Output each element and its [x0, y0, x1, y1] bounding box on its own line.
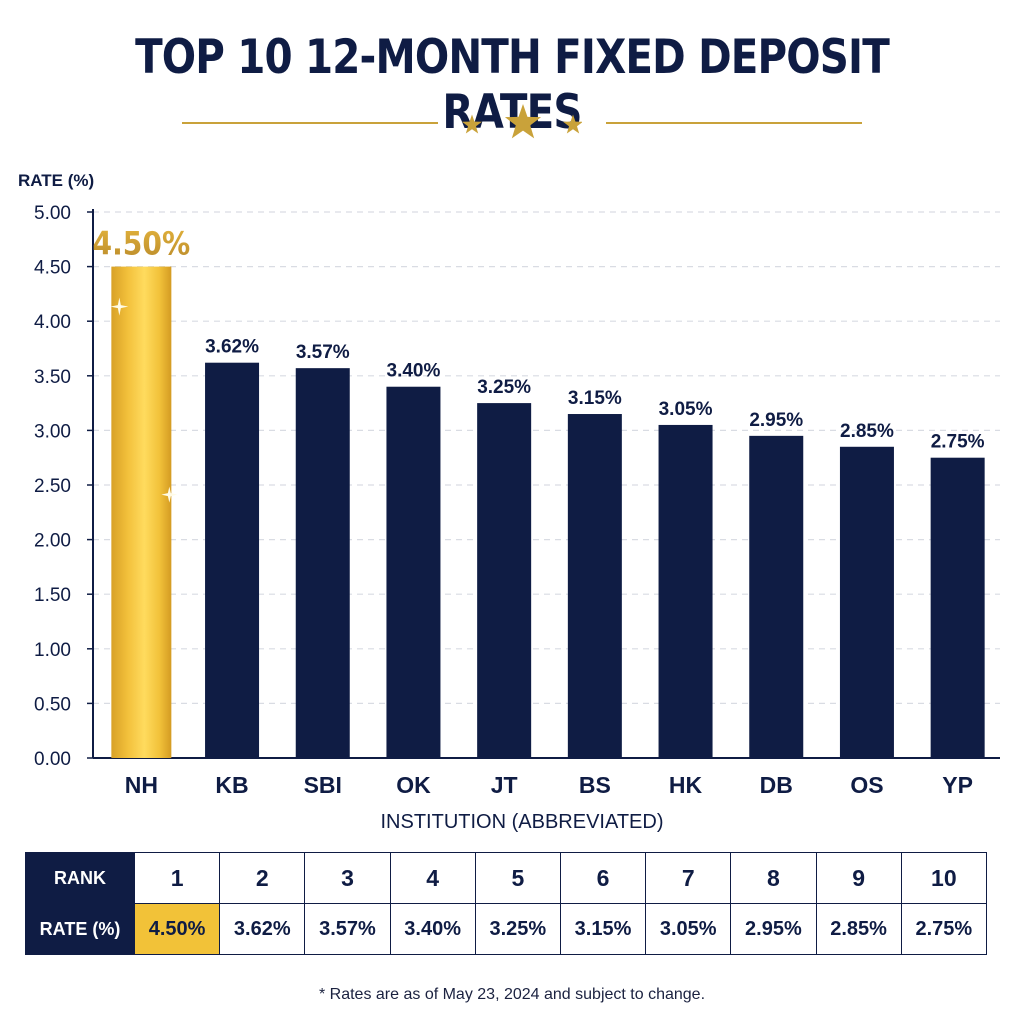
footnote: * Rates are as of May 23, 2024 and subje… — [318, 986, 706, 1003]
x-tick-label: OK — [396, 772, 431, 798]
rank-cell: 5 — [474, 852, 561, 904]
rate-cell: 3.40% — [389, 903, 476, 955]
rank-cell: 3 — [304, 852, 391, 904]
rank-cell: 8 — [730, 852, 817, 904]
rate-cell: 2.75% — [900, 903, 988, 955]
bar-highlight — [111, 266, 172, 758]
star-icon — [563, 114, 582, 134]
rate-cell: 3.57% — [304, 903, 391, 955]
sparkle-icon — [110, 297, 129, 316]
star-icon — [462, 114, 482, 134]
x-tick-label: OS — [850, 772, 883, 798]
bar — [930, 457, 985, 758]
x-axis-label: INSTITUTION (ABBREVIATED) — [381, 811, 664, 833]
rate-cell: 3.25% — [474, 903, 561, 955]
star-icon — [504, 104, 542, 139]
rate-cell: 3.15% — [559, 903, 647, 955]
rank-cell: 9 — [815, 852, 902, 904]
rank-cell: 6 — [559, 852, 647, 904]
chart-title: TOP 10 12-MONTH FIXED DEPOSIT RATES — [135, 30, 890, 140]
rate-cell: 3.62% — [219, 903, 306, 955]
data-label: 3.05% — [659, 399, 713, 420]
x-tick-label: YP — [942, 772, 973, 798]
rank-cell: 10 — [900, 852, 988, 904]
rank-row: RANK 1 2 3 4 5 6 7 8 9 10 — [25, 852, 988, 904]
data-label: 3.15% — [568, 388, 622, 409]
sparkle-icon — [161, 486, 178, 503]
decorative-rule-left — [182, 122, 438, 124]
bar — [477, 403, 532, 758]
y-tick-label: 5.00 — [34, 203, 71, 224]
y-tick-label: 0.00 — [34, 749, 71, 770]
decorative-stars — [462, 104, 582, 139]
x-tick-label: JT — [491, 772, 518, 798]
x-tick-label: NH — [125, 772, 158, 798]
data-label: 3.57% — [296, 342, 350, 363]
rate-header: RATE (%) — [25, 903, 135, 955]
x-tick-label: SBI — [304, 772, 342, 798]
data-label: 3.25% — [477, 377, 531, 398]
data-label: 4.50% — [93, 226, 191, 263]
bar — [295, 368, 350, 758]
data-label: 2.85% — [840, 421, 894, 442]
data-label: 2.75% — [931, 432, 985, 453]
bar — [205, 362, 260, 758]
bar — [386, 386, 441, 758]
x-tick-label: DB — [760, 772, 793, 798]
y-tick-label: 3.50 — [34, 367, 71, 388]
rate-cell: 3.05% — [645, 903, 732, 955]
rank-cell: 7 — [645, 852, 732, 904]
decorative-rule-right — [606, 122, 862, 124]
rank-cell: 1 — [133, 852, 221, 904]
y-tick-label: 2.00 — [34, 531, 71, 552]
rate-table: RANK 1 2 3 4 5 6 7 8 9 10 RATE (%) 4.50% 3.62% 3.57… — [25, 852, 988, 955]
data-label: 2.95% — [749, 410, 803, 431]
y-tick-label: 0.50 — [34, 694, 71, 715]
data-label: 3.40% — [387, 361, 441, 382]
bar — [658, 424, 713, 758]
bar — [567, 414, 622, 758]
y-tick-label: 1.50 — [34, 585, 71, 606]
x-tick-label: HK — [669, 772, 703, 798]
rate-cell: 4.50% — [133, 903, 221, 955]
rate-cell: 2.85% — [815, 903, 902, 955]
bar — [839, 446, 894, 758]
rate-row: RATE (%) 4.50% 3.62% 3.57% 3.40% 3.25% 3.15% 3… — [25, 903, 988, 955]
y-tick-label: 1.00 — [34, 640, 71, 661]
y-tick-label: 4.00 — [34, 312, 71, 333]
y-tick-label: 4.50 — [34, 258, 71, 279]
rank-cell: 2 — [219, 852, 306, 904]
rank-cell: 4 — [389, 852, 476, 904]
x-tick-label: KB — [215, 772, 248, 798]
bar-chart: RATE (%) 0.00 0.50 1.00 1.50 2.00 2.50 3.00 3.5… — [18, 171, 1000, 833]
bar — [749, 435, 804, 758]
data-label: 3.62% — [205, 337, 259, 358]
y-tick-label: 3.00 — [34, 421, 71, 442]
x-tick-label: BS — [579, 772, 611, 798]
rate-cell: 2.95% — [730, 903, 817, 955]
rank-header: RANK — [25, 852, 135, 904]
y-tick-label: 2.50 — [34, 476, 71, 497]
y-axis-label: RATE (%) — [18, 171, 94, 190]
